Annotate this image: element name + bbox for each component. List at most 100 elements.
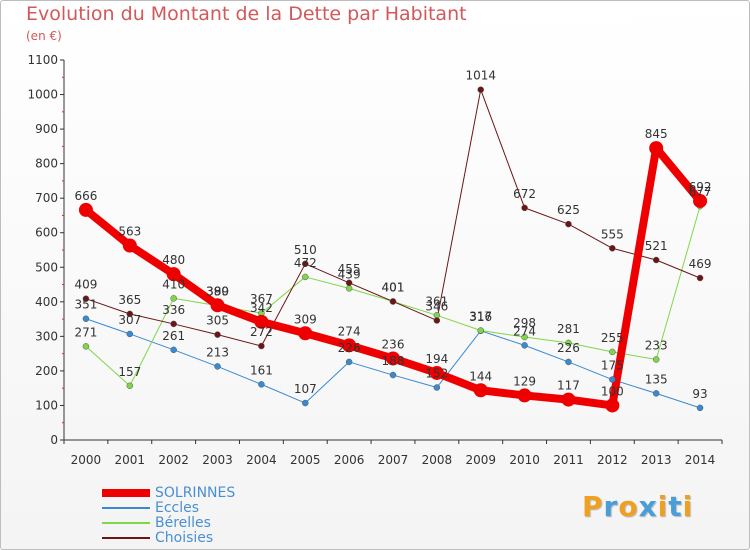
data-label: 129 (513, 374, 536, 388)
data-label: 144 (469, 369, 492, 383)
data-label: 281 (557, 322, 580, 336)
data-label: 389 (206, 285, 229, 299)
data-point (693, 193, 708, 208)
data-label: 175 (601, 359, 624, 373)
data-point (609, 348, 616, 356)
data-label: 213 (206, 345, 229, 359)
data-point (170, 320, 177, 328)
legend-swatches (102, 489, 150, 539)
data-label: 107 (294, 382, 317, 396)
data-point (473, 383, 488, 398)
data-point (433, 317, 441, 324)
data-point (210, 298, 225, 313)
data-label: 692 (689, 180, 712, 194)
data-point (345, 358, 353, 366)
data-point (302, 260, 309, 268)
y-tick-label: 500 (35, 260, 58, 274)
data-label: 316 (469, 310, 492, 324)
y-tick-label: 400 (35, 295, 58, 309)
data-label: 521 (645, 239, 668, 253)
data-labels: 666 563 480 390 342 309 274 236 194 144 129 117 100 8… (74, 69, 711, 401)
data-point (302, 273, 309, 281)
x-tick-label: 2007 (378, 453, 409, 467)
data-label: 194 (425, 352, 448, 366)
data-point (82, 295, 90, 302)
data-point (302, 399, 309, 407)
data-label: 510 (294, 243, 317, 257)
x-tick-label: 2000 (71, 453, 102, 467)
data-point (517, 388, 532, 403)
data-label: 226 (338, 341, 361, 355)
data-label: 298 (513, 316, 536, 330)
data-point (429, 365, 444, 380)
data-point (82, 343, 90, 350)
chart-subtitle: (en €) (26, 29, 62, 43)
data-point (389, 298, 397, 305)
series-markers (78, 86, 708, 413)
data-label: 555 (601, 227, 624, 241)
data-label: 480 (162, 253, 185, 267)
data-point (696, 404, 704, 412)
data-label: 410 (162, 277, 185, 291)
data-point (170, 346, 177, 354)
data-label: 272 (250, 325, 273, 339)
data-label: 271 (74, 325, 97, 339)
data-point (521, 204, 528, 212)
data-point (166, 267, 181, 282)
axes: 0 100 200 300 400 500 600 700 800 900 1000 1100 2000… (27, 53, 723, 467)
data-label: 351 (74, 298, 97, 312)
x-tick-label: 2006 (334, 453, 365, 467)
data-point (254, 314, 269, 329)
data-point (609, 245, 616, 252)
logo-letter: x (638, 490, 658, 523)
y-tick-label: 700 (35, 191, 58, 205)
data-label: 342 (250, 301, 273, 315)
x-tick-label: 2001 (115, 453, 146, 467)
x-tick-label: 2010 (509, 453, 540, 467)
data-label: 845 (645, 127, 668, 141)
data-point (605, 398, 620, 413)
data-point (609, 376, 616, 383)
data-label: 152 (425, 366, 448, 380)
data-label: 401 (382, 280, 405, 294)
data-label: 361 (425, 294, 448, 308)
data-label: 367 (250, 292, 273, 306)
data-label: 677 (689, 185, 712, 199)
data-label: 346 (425, 299, 448, 313)
data-point (561, 392, 576, 407)
data-point (386, 351, 400, 366)
data-point (214, 363, 221, 370)
data-point (649, 141, 664, 156)
logo-letter: P (582, 490, 604, 523)
data-label: 625 (557, 203, 580, 217)
data-label: 93 (692, 387, 707, 401)
data-label: 317 (469, 309, 492, 323)
data-point (477, 86, 484, 93)
data-label: 117 (557, 379, 580, 393)
data-point (345, 279, 353, 287)
y-tick-label: 100 (35, 398, 58, 412)
data-label: 233 (645, 339, 668, 353)
legend-label: SOLRINNES (155, 485, 236, 501)
x-tick-label: 2008 (422, 453, 453, 467)
y-tick-label: 200 (35, 364, 58, 378)
data-label: 100 (601, 384, 624, 398)
data-label: 135 (645, 372, 668, 386)
data-label: 255 (601, 331, 624, 345)
data-label: 401 (382, 280, 405, 294)
data-point (652, 390, 660, 397)
x-tick-label: 2011 (553, 453, 584, 467)
data-label: 309 (294, 312, 317, 326)
data-label: 336 (162, 303, 185, 317)
data-label: 1014 (465, 69, 496, 83)
y-tick-label: 800 (35, 157, 58, 171)
y-tick-label: 900 (35, 122, 58, 136)
y-tick-label: 1100 (27, 53, 58, 67)
data-label: 305 (206, 314, 229, 328)
data-point (433, 384, 441, 391)
legend-label: Eccles (155, 500, 200, 516)
data-label: 563 (118, 225, 141, 239)
data-label: 666 (74, 189, 97, 203)
